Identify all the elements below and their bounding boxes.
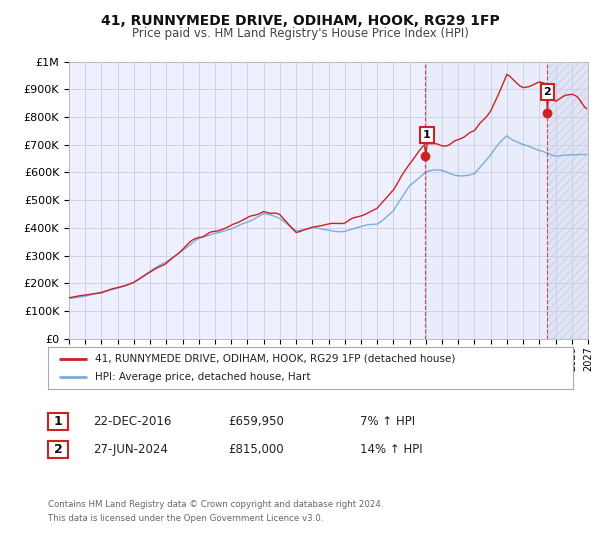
Text: 1: 1: [53, 415, 62, 428]
Text: Contains HM Land Registry data © Crown copyright and database right 2024.: Contains HM Land Registry data © Crown c…: [48, 500, 383, 509]
Text: 14% ↑ HPI: 14% ↑ HPI: [360, 443, 422, 456]
Text: 41, RUNNYMEDE DRIVE, ODIHAM, HOOK, RG29 1FP (detached house): 41, RUNNYMEDE DRIVE, ODIHAM, HOOK, RG29 …: [95, 354, 455, 364]
Text: This data is licensed under the Open Government Licence v3.0.: This data is licensed under the Open Gov…: [48, 514, 323, 523]
Text: 27-JUN-2024: 27-JUN-2024: [93, 443, 168, 456]
Text: £659,950: £659,950: [228, 415, 284, 428]
Text: HPI: Average price, detached house, Hart: HPI: Average price, detached house, Hart: [95, 372, 311, 382]
Text: 2: 2: [53, 443, 62, 456]
Bar: [547, 62, 588, 339]
Bar: [547, 62, 588, 339]
Text: 2: 2: [544, 87, 551, 97]
Text: 1: 1: [423, 130, 431, 140]
Text: Price paid vs. HM Land Registry's House Price Index (HPI): Price paid vs. HM Land Registry's House …: [131, 27, 469, 40]
Bar: [425, 62, 547, 339]
Text: 22-DEC-2016: 22-DEC-2016: [93, 415, 172, 428]
Text: 41, RUNNYMEDE DRIVE, ODIHAM, HOOK, RG29 1FP: 41, RUNNYMEDE DRIVE, ODIHAM, HOOK, RG29 …: [101, 14, 499, 28]
Text: 7% ↑ HPI: 7% ↑ HPI: [360, 415, 415, 428]
Text: £815,000: £815,000: [228, 443, 284, 456]
